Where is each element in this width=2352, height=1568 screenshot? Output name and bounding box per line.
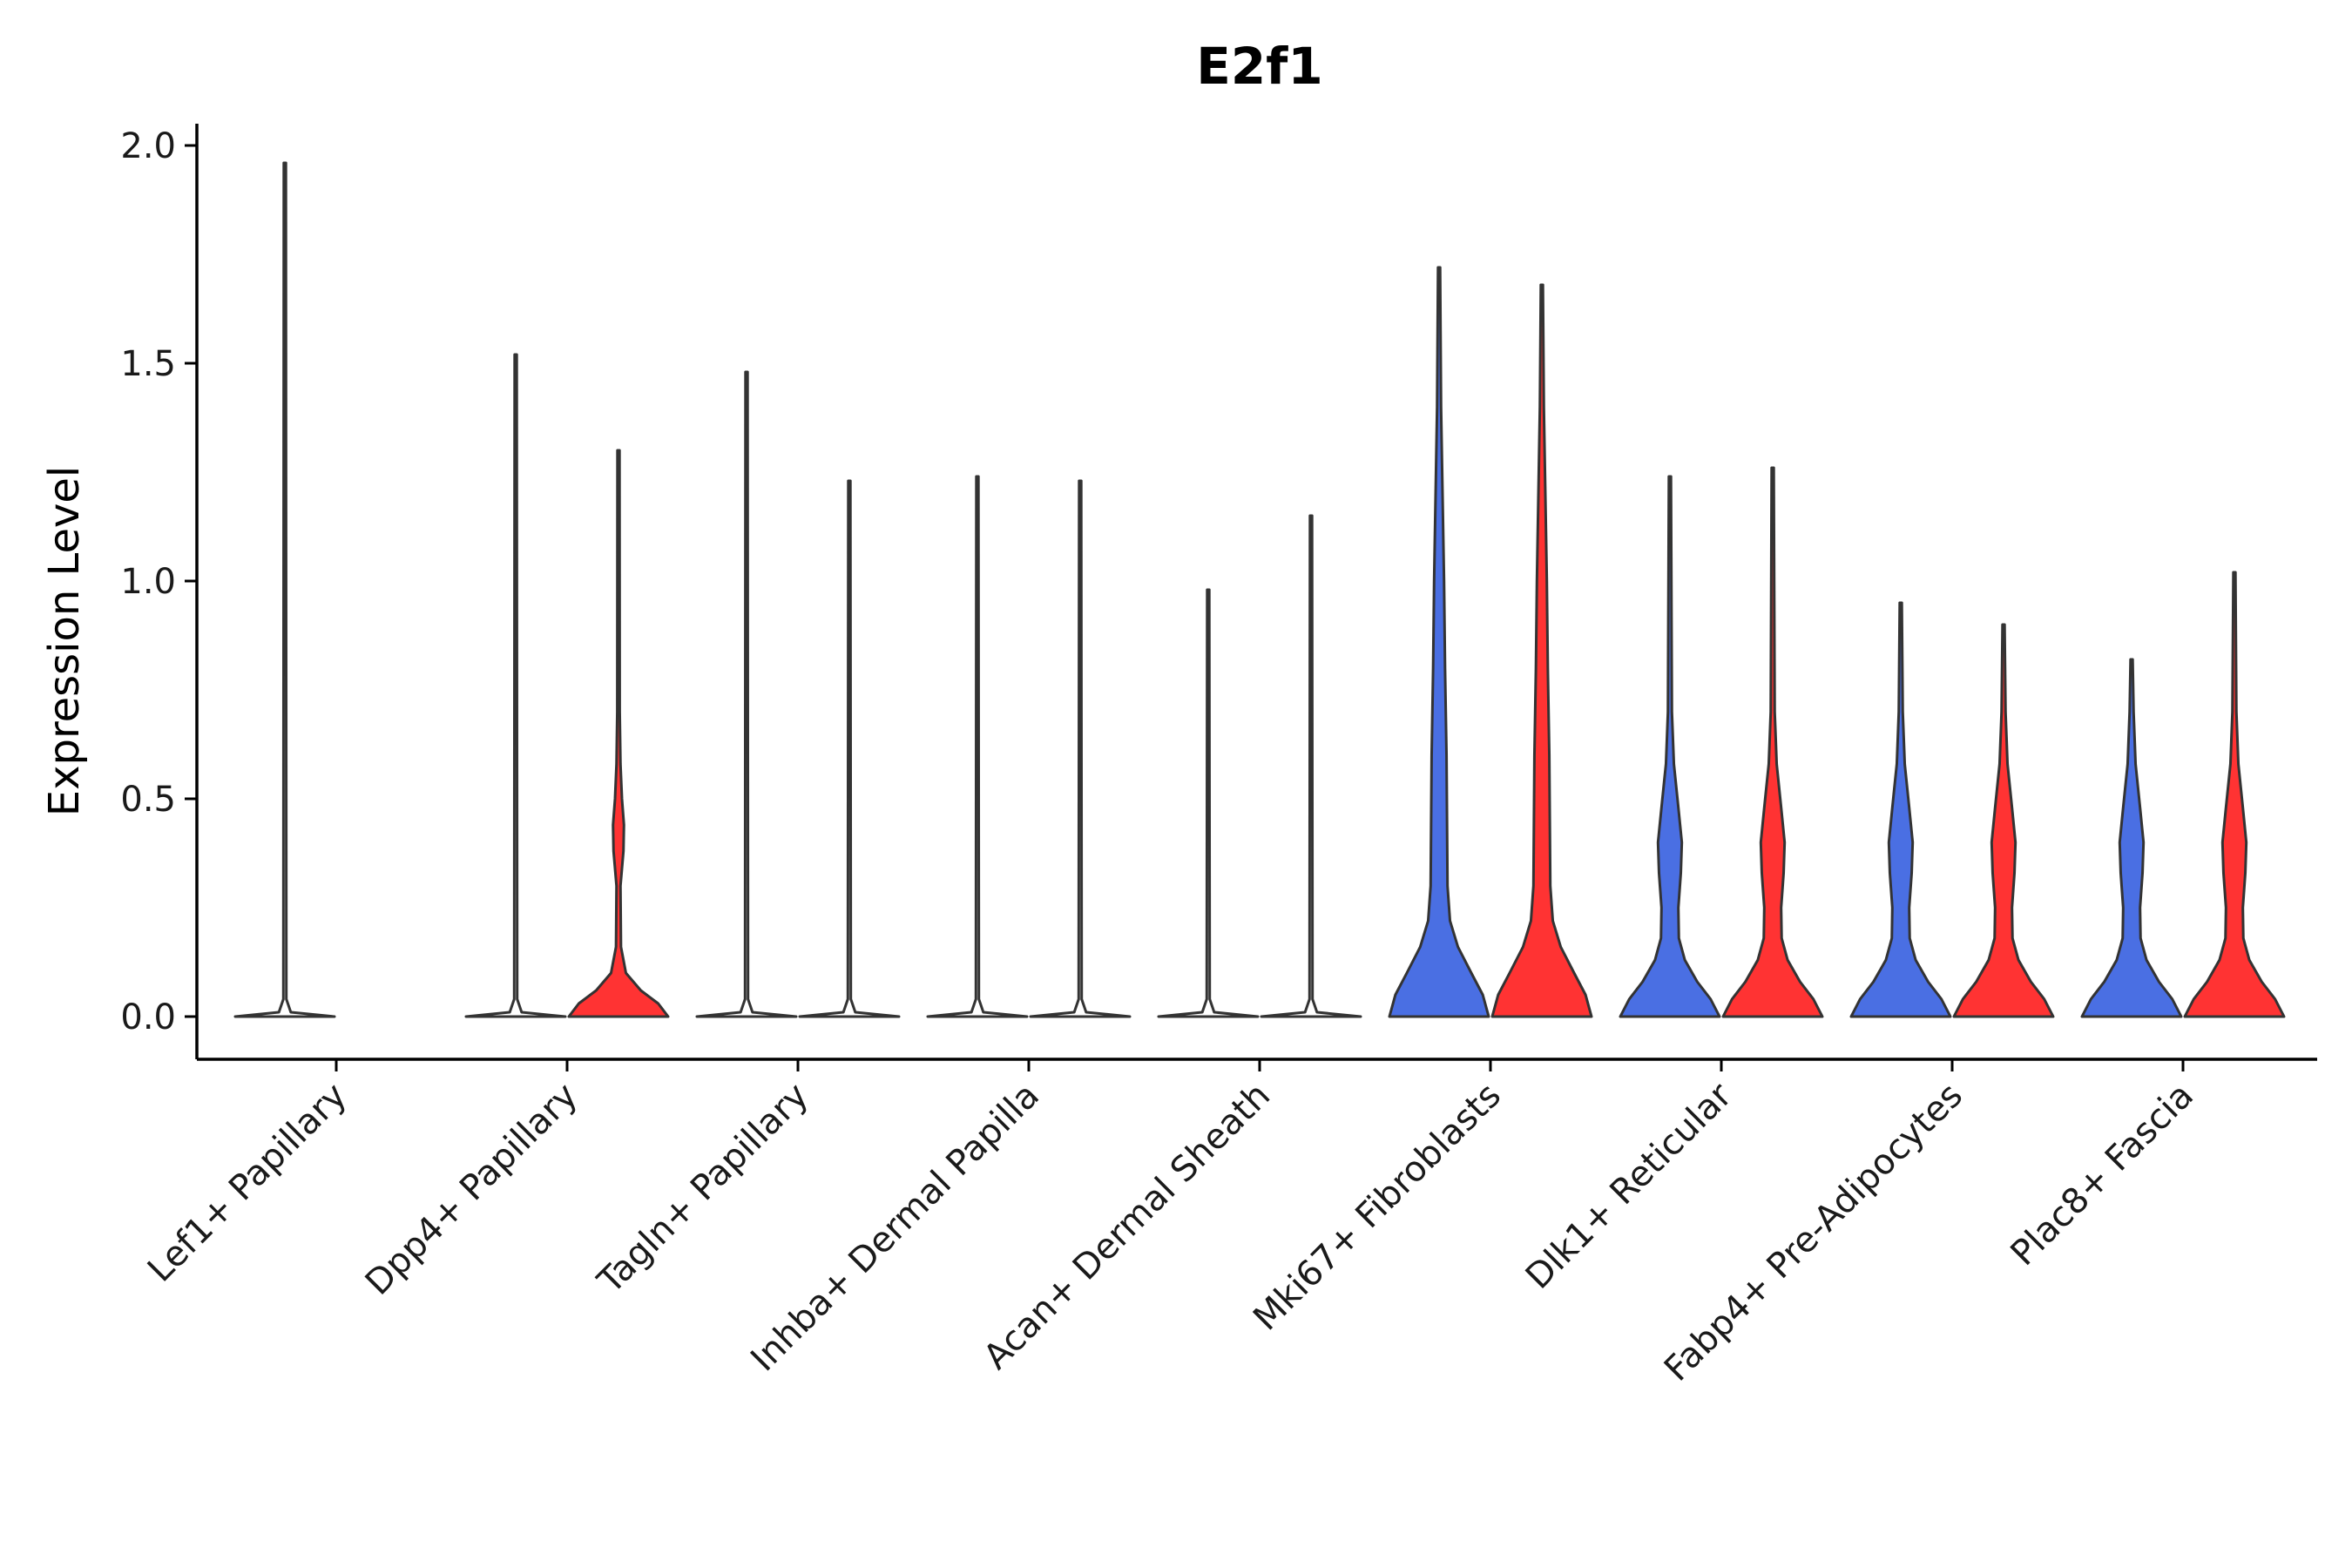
- violin-blue: [1388, 266, 1490, 1018]
- violin-blue: [464, 353, 567, 1018]
- violin-blue: [695, 370, 798, 1018]
- x-tick-label: Dlk1+ Reticular: [1518, 1075, 1740, 1297]
- x-tick-label: Tagln+ Papillary: [590, 1076, 816, 1302]
- violin-red: [1952, 623, 2055, 1018]
- violin-blue: [926, 475, 1029, 1018]
- violin-red: [567, 449, 670, 1018]
- violin-blue: [2080, 658, 2183, 1018]
- chart-title: E2f1: [1196, 37, 1323, 96]
- y-tick-label: 0.0: [120, 997, 176, 1037]
- y-axis-label: Expression Level: [40, 466, 89, 817]
- x-tick-label: Dpp4+ Papillary: [358, 1076, 585, 1303]
- y-tick-label: 2.0: [120, 126, 176, 166]
- violin-blue: [1619, 475, 1721, 1018]
- violin-red: [1721, 466, 1824, 1018]
- violin-blue: [1849, 601, 1952, 1018]
- violin-red: [2183, 571, 2286, 1018]
- violin-red: [798, 479, 901, 1018]
- violin-layer: [233, 161, 2286, 1018]
- y-tick-label: 0.5: [120, 780, 176, 820]
- violin-red: [1490, 283, 1593, 1018]
- x-tick-label: Lef1+ Papillary: [140, 1076, 355, 1290]
- y-tick-label: 1.0: [120, 562, 176, 602]
- violin-red: [1029, 479, 1132, 1018]
- violin-blue: [233, 161, 336, 1018]
- x-tick-label: Plac8+ Fascia: [2004, 1076, 2202, 1274]
- violin-red: [1260, 514, 1362, 1018]
- violin-blue: [1157, 588, 1260, 1018]
- x-tick-label: Mki67+ Fibroblasts: [1246, 1076, 1509, 1339]
- y-tick-label: 1.5: [120, 344, 176, 384]
- axes: 0.0 0.5 1.0 1.5 2.0 Lef1+ Papillary Dpp4+ Papi…: [120, 124, 2317, 1389]
